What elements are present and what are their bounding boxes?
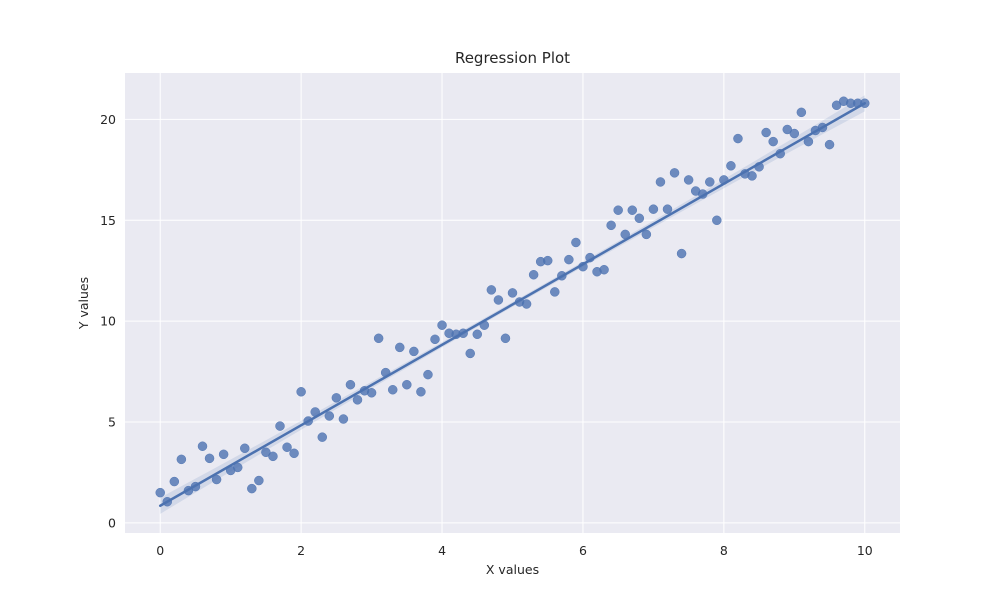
data-point [282, 442, 292, 453]
data-point [472, 329, 483, 340]
data-point [641, 229, 652, 240]
tick-labels: 0 2 4 6 8 10 0 5 10 15 20 [100, 112, 873, 558]
data-point [261, 447, 271, 458]
chart-title: Regression Plot [455, 49, 570, 67]
data-point [437, 320, 447, 330]
data-point [747, 171, 757, 181]
data-point [655, 177, 666, 187]
data-point [550, 287, 560, 297]
data-point [683, 175, 694, 185]
data-point [317, 432, 328, 442]
data-point [662, 204, 673, 214]
data-point [606, 220, 616, 231]
data-point [197, 441, 208, 451]
data-point [409, 346, 419, 357]
x-axis-label: X values [486, 562, 539, 577]
data-point [669, 168, 680, 178]
data-point [648, 204, 659, 214]
y-axis-label: Y values [76, 277, 91, 330]
y-tick-label: 0 [108, 515, 116, 530]
data-point [331, 393, 342, 403]
y-tick-label: 5 [108, 415, 116, 430]
gridlines [125, 73, 900, 533]
data-point [155, 487, 165, 498]
data-point [387, 385, 398, 395]
plot-area [125, 73, 900, 533]
data-point [796, 107, 807, 118]
data-point [542, 255, 553, 266]
data-point [395, 342, 405, 353]
data-point [416, 387, 426, 397]
data-point [324, 411, 335, 421]
data-point [571, 237, 581, 248]
x-tick-label: 10 [857, 543, 873, 558]
data-point [705, 177, 715, 187]
regression-line-group [158, 102, 867, 508]
y-tick-label: 10 [100, 314, 116, 329]
x-tick-label: 2 [297, 543, 305, 558]
data-point [627, 205, 638, 215]
y-tick-label: 15 [100, 213, 116, 228]
data-point [782, 124, 793, 135]
x-tick-label: 8 [720, 543, 728, 558]
data-point [232, 462, 243, 473]
x-tick-label: 0 [156, 543, 164, 558]
data-point [528, 270, 539, 280]
x-tick-label: 6 [579, 543, 587, 558]
data-point [338, 414, 349, 424]
data-point [733, 133, 743, 144]
x-tick-label: 4 [438, 543, 446, 558]
data-point [493, 295, 504, 305]
data-point [169, 476, 180, 487]
data-point [465, 348, 475, 359]
scatter-points [155, 96, 870, 507]
data-point [500, 333, 511, 344]
data-point [247, 483, 257, 494]
data-point [521, 299, 532, 309]
data-point [240, 443, 250, 454]
data-point [268, 451, 278, 462]
data-point [275, 421, 285, 431]
data-point [676, 248, 687, 259]
data-point [430, 334, 440, 345]
data-point [599, 264, 609, 275]
data-point [402, 379, 412, 390]
y-tick-label: 20 [100, 112, 116, 127]
data-point [824, 139, 835, 150]
data-point [254, 475, 264, 486]
data-point [789, 128, 800, 139]
data-point [768, 136, 778, 147]
data-point [218, 449, 229, 460]
data-point [761, 127, 771, 138]
data-point [634, 213, 645, 224]
data-point [345, 379, 356, 390]
data-point [289, 448, 299, 459]
data-point [204, 453, 215, 464]
data-point [613, 205, 623, 215]
data-point [352, 395, 363, 405]
data-point [726, 161, 736, 171]
data-point [366, 388, 377, 398]
regression-line [158, 102, 867, 508]
data-point [486, 285, 497, 295]
data-point [296, 387, 306, 397]
data-point [564, 254, 574, 265]
data-point [803, 136, 814, 147]
data-point [507, 288, 518, 298]
data-point [211, 474, 222, 485]
data-point [373, 333, 384, 344]
data-point [423, 369, 433, 380]
data-point [176, 454, 187, 465]
data-point [831, 100, 842, 111]
data-point [712, 215, 722, 226]
